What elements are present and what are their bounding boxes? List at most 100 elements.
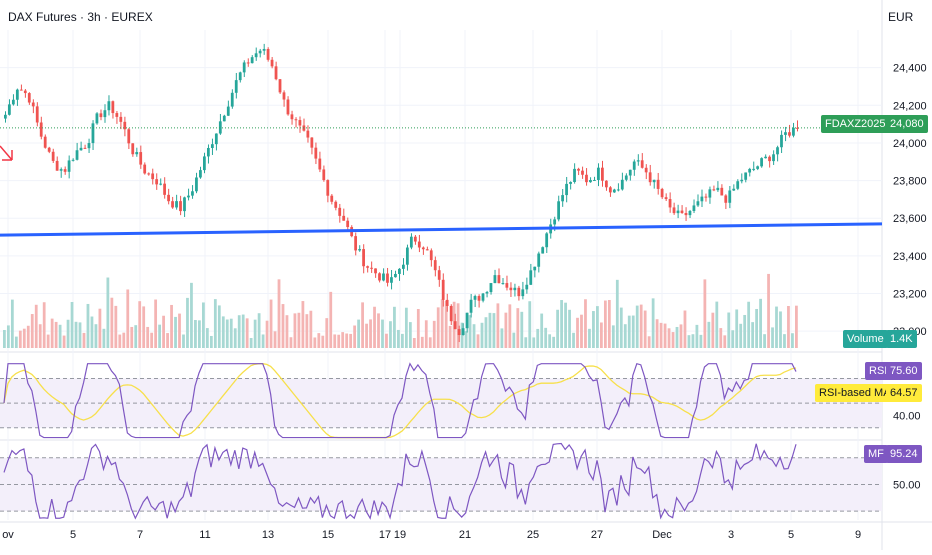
- volume-bar: [261, 334, 265, 348]
- volume-bar: [174, 316, 177, 348]
- candle-body: [473, 296, 477, 300]
- candle-body: [732, 188, 736, 191]
- volume-bar: [22, 328, 26, 348]
- price-tick-label: 23,600: [893, 213, 927, 225]
- candle-body: [402, 264, 405, 269]
- candle-body: [151, 173, 155, 180]
- volume-bar: [607, 300, 611, 348]
- volume-bar: [484, 317, 488, 348]
- candle-body: [234, 80, 238, 93]
- price-tick-label: 23,400: [893, 251, 927, 263]
- volume-bar: [229, 318, 233, 348]
- candle-body: [652, 179, 656, 183]
- candle-body: [529, 270, 533, 285]
- volume-bar: [90, 316, 94, 348]
- volume-bar: [795, 305, 798, 348]
- candle-body: [513, 287, 517, 291]
- volume-bar: [472, 324, 476, 348]
- time-tick-label: 21: [459, 529, 471, 541]
- candle-body: [111, 101, 115, 114]
- candle-body: [501, 283, 505, 285]
- volume-bar: [162, 315, 165, 348]
- candle-body: [203, 156, 206, 171]
- volume-bar: [178, 313, 181, 348]
- volume-bar: [751, 322, 755, 348]
- rsi-name-badge: RSI: [865, 362, 892, 380]
- volume-bar: [46, 334, 50, 348]
- candle-body: [230, 92, 234, 107]
- volume-bar: [70, 301, 74, 348]
- volume-bar: [166, 333, 169, 348]
- volume-bar: [588, 328, 591, 348]
- candle-body: [565, 183, 568, 196]
- candle-body: [370, 267, 373, 269]
- rsi-ma-value-badge: 64.57: [886, 384, 922, 402]
- volume-bar: [719, 328, 723, 348]
- volume-bar: [94, 324, 98, 348]
- volume-bar: [305, 314, 309, 348]
- volume-bar: [202, 302, 205, 348]
- volume-bar: [735, 309, 739, 348]
- mf-line: [3, 442, 797, 520]
- volume-bar: [233, 328, 237, 348]
- candle-body: [306, 130, 310, 138]
- candle-body: [477, 296, 481, 301]
- volume-bar: [273, 331, 277, 348]
- candle-body: [489, 283, 493, 293]
- candle-body: [362, 249, 365, 267]
- candle-body: [123, 121, 127, 130]
- volume-bar: [404, 307, 408, 348]
- candle-body: [119, 116, 123, 122]
- volume-bar: [663, 323, 667, 348]
- volume-bar: [787, 306, 790, 348]
- candle-body: [545, 233, 549, 248]
- volume-bar: [345, 333, 349, 348]
- candle-body: [724, 195, 728, 203]
- volume-bar: [655, 319, 659, 348]
- currency-label[interactable]: EUR: [888, 10, 914, 24]
- candle-body: [616, 189, 620, 191]
- volume-bar: [86, 303, 90, 348]
- volume-bar: [755, 308, 758, 348]
- volume-bar: [544, 327, 548, 348]
- volume-bar: [639, 304, 643, 348]
- candle-body: [437, 270, 441, 280]
- candle-body: [47, 147, 51, 152]
- candle-body: [764, 156, 767, 159]
- candle-body: [27, 93, 31, 103]
- time-tick-label: 15: [322, 529, 334, 541]
- candle-body: [103, 110, 107, 118]
- volume-bar: [687, 335, 691, 348]
- volume-bar: [528, 301, 532, 348]
- volume-bar: [389, 321, 392, 348]
- volume-bar: [221, 316, 225, 348]
- volume-bar: [476, 334, 480, 348]
- candle-body: [700, 196, 704, 202]
- time-tick-label: 5: [788, 529, 794, 541]
- volume-bar: [158, 324, 161, 348]
- candle-body: [676, 210, 680, 214]
- candle-body: [314, 147, 318, 159]
- volume-bar: [150, 332, 154, 348]
- volume-bar: [564, 302, 567, 348]
- time-tick-label: 19: [394, 529, 406, 541]
- candle-body: [266, 48, 270, 60]
- candle-body: [210, 144, 214, 148]
- volume-bar: [500, 328, 504, 348]
- candle-body: [561, 195, 564, 202]
- candle-body: [525, 284, 529, 290]
- candle-body: [246, 62, 250, 64]
- candle-body: [250, 57, 254, 64]
- volume-bar: [134, 325, 138, 348]
- volume-bar: [703, 279, 707, 348]
- volume-bar: [432, 320, 436, 348]
- candle-body: [127, 129, 131, 144]
- volume-bar: [353, 325, 357, 348]
- candle-body: [354, 236, 358, 251]
- candle-body: [409, 236, 413, 248]
- volume-bar: [727, 312, 731, 348]
- candle-body: [577, 168, 580, 171]
- candle-body: [386, 273, 389, 283]
